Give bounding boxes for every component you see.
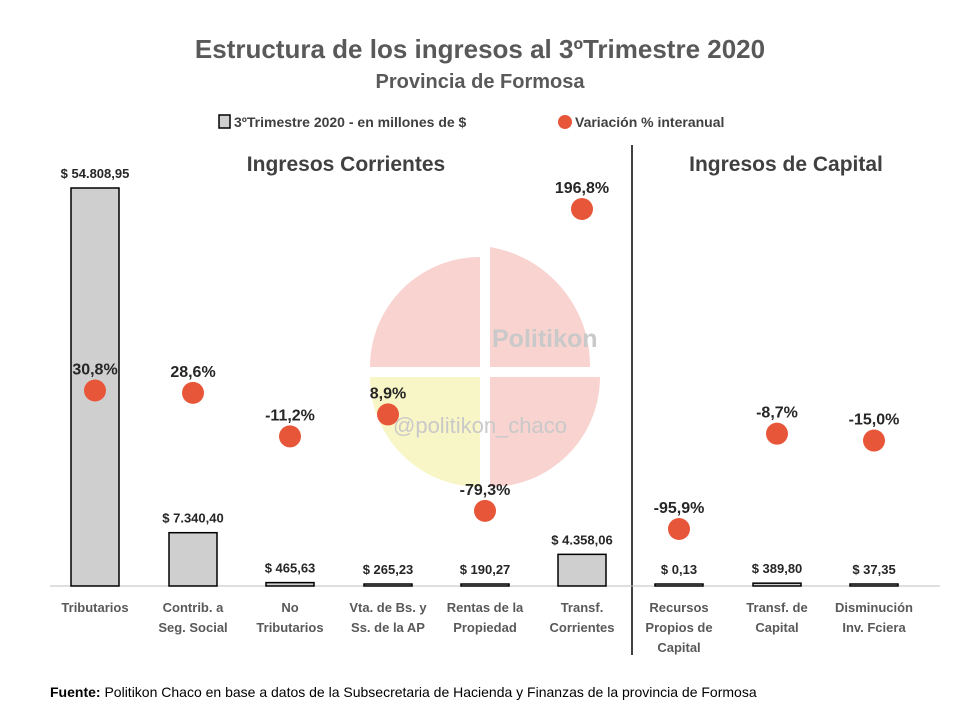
- bar-4: [461, 584, 509, 586]
- category-label-line: No: [281, 600, 298, 615]
- category-label-5: Transf. Corrientes: [549, 600, 614, 635]
- category-label-line: Transf. de: [746, 600, 807, 615]
- variation-dot-8: [863, 430, 885, 452]
- category-label-line: Seg. Social: [158, 620, 227, 635]
- category-label-3: Vta. de Bs. y Ss. de la AP: [349, 600, 427, 635]
- watermark-name: Politikon: [492, 325, 598, 353]
- category-label-7: Transf. de Capital: [746, 600, 807, 635]
- category-label-line: Capital: [657, 640, 700, 655]
- watermark-handle: @politikon_chaco: [393, 413, 567, 438]
- category-label-line: Transf.: [561, 600, 604, 615]
- variation-dot-3: [377, 403, 399, 425]
- legend-bar-swatch: [219, 115, 230, 128]
- category-label-4: Rentas de la Propiedad: [447, 600, 524, 635]
- category-label-line: Tributarios: [256, 620, 323, 635]
- bar-2: [266, 583, 314, 586]
- variation-dot-2: [279, 425, 301, 447]
- bar-value-label-5: $ 4.358,06: [551, 532, 612, 547]
- bar-6: [655, 584, 703, 586]
- variation-dot-4: [474, 500, 496, 522]
- bar-1: [169, 533, 217, 586]
- category-label-line: Tributarios: [61, 600, 128, 615]
- category-label-line: Ss. de la AP: [351, 620, 425, 635]
- category-label-1: Contrib. a Seg. Social: [158, 600, 227, 635]
- legend-dots-label: Variación % interanual: [575, 114, 724, 130]
- footer-text: Politikon Chaco en base a datos de la Su…: [104, 684, 756, 700]
- category-label-line: Recursos: [649, 600, 708, 615]
- bar-value-label-3: $ 265,23: [363, 562, 414, 577]
- watermark: Politikon @politikon_chaco: [370, 247, 600, 487]
- watermark-logo-top-left: [370, 257, 480, 367]
- variation-label-0: 30,8%: [72, 361, 117, 378]
- footer-source: Fuente: Politikon Chaco en base a datos …: [50, 684, 757, 700]
- category-label-2: No Tributarios: [256, 600, 323, 635]
- variation-label-4: -79,3%: [460, 482, 511, 499]
- variation-label-7: -8,7%: [756, 405, 798, 422]
- category-label-0: Tributarios: [61, 600, 128, 615]
- category-label-line: Contrib. a: [163, 600, 224, 615]
- variation-dot-6: [668, 518, 690, 540]
- variation-label-3: 8,9%: [370, 385, 406, 402]
- bar-5: [558, 554, 606, 586]
- variation-label-1: 28,6%: [170, 364, 215, 381]
- category-label-line: Inv. Fciera: [842, 620, 906, 635]
- bar-value-label-1: $ 7.340,40: [162, 511, 223, 526]
- footer-label: Fuente:: [50, 684, 101, 700]
- bar-value-label-6: $ 0,13: [661, 562, 697, 577]
- variation-label-8: -15,0%: [849, 412, 900, 429]
- variation-dot-0: [84, 379, 106, 401]
- chart-title: Estructura de los ingresos al 3ºTrimestr…: [195, 34, 765, 64]
- category-labels-group: Tributarios Contrib. a Seg. Social No Tribut…: [61, 600, 913, 655]
- chart-subtitle: Provincia de Formosa: [376, 71, 586, 93]
- variation-label-5: 196,8%: [555, 180, 609, 197]
- variation-dot-1: [182, 382, 204, 404]
- legend-bars-label: 3ºTrimestre 2020 - en millones de $: [234, 114, 467, 130]
- category-label-line: Propios de: [645, 620, 712, 635]
- category-label-6: Recursos Propios de Capital: [645, 600, 712, 655]
- variation-label-6: -95,9%: [654, 500, 705, 517]
- bar-value-label-7: $ 389,80: [752, 561, 803, 576]
- bar-7: [753, 583, 801, 586]
- category-label-line: Corrientes: [549, 620, 614, 635]
- legend: 3ºTrimestre 2020 - en millones de $ Vari…: [219, 114, 724, 130]
- bar-value-label-0: $ 54.808,95: [61, 166, 130, 181]
- section-title-capital: Ingresos de Capital: [689, 153, 883, 176]
- bar-value-label-2: $ 465,63: [265, 561, 316, 576]
- bar-8: [850, 584, 898, 586]
- legend-dot-swatch: [558, 115, 572, 129]
- category-label-line: Disminución: [835, 600, 913, 615]
- category-label-line: Vta. de Bs. y: [349, 600, 427, 615]
- chart-canvas: Politikon @politikon_chaco Estructura de…: [0, 0, 960, 720]
- bar-value-label-8: $ 37,35: [852, 562, 895, 577]
- variation-dot-5: [571, 198, 593, 220]
- variation-dot-7: [766, 423, 788, 445]
- category-label-line: Capital: [755, 620, 798, 635]
- bar-3: [364, 584, 412, 586]
- dot-labels-group: 30,8% 28,6% -11,2% 8,9% -79,3% 196,8% -95,9% -8…: [72, 180, 899, 517]
- bar-value-label-4: $ 190,27: [460, 562, 511, 577]
- category-label-line: Rentas de la: [447, 600, 524, 615]
- category-label-8: Disminución Inv. Fciera: [835, 600, 913, 635]
- variation-label-2: -11,2%: [265, 407, 315, 424]
- category-label-line: Propiedad: [453, 620, 517, 635]
- section-title-corrientes: Ingresos Corrientes: [247, 153, 445, 176]
